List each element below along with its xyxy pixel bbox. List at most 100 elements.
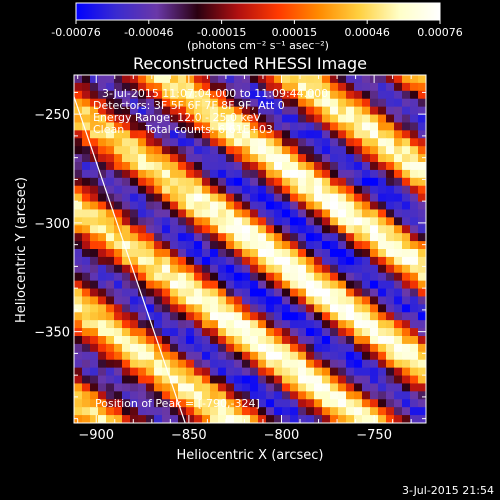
heatmap-cell bbox=[170, 130, 179, 139]
heatmap-cell bbox=[282, 193, 291, 203]
heatmap-cell bbox=[322, 351, 331, 361]
heatmap-cell bbox=[298, 146, 307, 155]
heatmap-cell bbox=[266, 343, 275, 353]
heatmap-cell bbox=[226, 106, 235, 116]
heatmap-cell bbox=[274, 359, 283, 369]
heatmap-cell bbox=[170, 138, 179, 147]
heatmap-cell bbox=[162, 272, 171, 282]
heatmap-cell bbox=[234, 146, 243, 155]
heatmap-cell bbox=[106, 359, 115, 369]
heatmap-cell bbox=[322, 233, 331, 242]
heatmap-cell bbox=[346, 162, 355, 171]
heatmap-cell bbox=[250, 82, 259, 92]
heatmap-cell bbox=[210, 343, 219, 353]
heatmap-cell bbox=[194, 217, 203, 226]
heatmap-cell bbox=[90, 296, 99, 305]
heatmap-cell bbox=[226, 304, 235, 313]
heatmap-cell bbox=[370, 256, 379, 266]
heatmap-cell bbox=[170, 367, 179, 377]
heatmap-cell bbox=[274, 98, 283, 108]
heatmap-cell bbox=[90, 169, 99, 179]
heatmap-cell bbox=[394, 375, 403, 385]
heatmap-cell bbox=[90, 256, 99, 266]
heatmap-cell bbox=[266, 217, 275, 226]
heatmap-cell bbox=[418, 217, 426, 226]
heatmap-cell bbox=[274, 249, 283, 258]
footer-timestamp: 3-Jul-2015 21:54 bbox=[402, 484, 494, 497]
heatmap-cell bbox=[306, 225, 315, 234]
heatmap-cell bbox=[242, 351, 251, 361]
heatmap-cell bbox=[138, 391, 147, 400]
heatmap-cell bbox=[322, 320, 331, 329]
heatmap-cell bbox=[82, 217, 91, 226]
heatmap-cell bbox=[354, 75, 363, 84]
heatmap-cell bbox=[298, 114, 307, 124]
heatmap-cell bbox=[354, 272, 363, 282]
heatmap-cell bbox=[82, 241, 91, 250]
heatmap-cell bbox=[122, 256, 131, 266]
heatmap-cell bbox=[354, 114, 363, 124]
heatmap-cell bbox=[82, 90, 91, 100]
heatmap-cell bbox=[242, 296, 251, 305]
heatmap-cell bbox=[90, 272, 99, 282]
heatmap-cell bbox=[106, 320, 115, 329]
heatmap-cell bbox=[82, 288, 91, 298]
heatmap-cell bbox=[378, 264, 387, 274]
heatmap-cell bbox=[402, 201, 411, 211]
heatmap-cell bbox=[290, 375, 299, 385]
heatmap-cell bbox=[394, 383, 403, 392]
heatmap-cell bbox=[394, 391, 403, 400]
heatmap-cell bbox=[386, 367, 395, 377]
heatmap-cell bbox=[338, 304, 347, 313]
heatmap-cell bbox=[306, 249, 315, 258]
heatmap-cell bbox=[274, 351, 283, 361]
heatmap-cell bbox=[186, 320, 195, 329]
heatmap-cell bbox=[106, 146, 115, 155]
heatmap-cell bbox=[226, 201, 235, 211]
heatmap-cell bbox=[130, 82, 139, 92]
heatmap-cell bbox=[314, 162, 323, 171]
heatmap-cell bbox=[242, 130, 251, 139]
heatmap-cell bbox=[314, 320, 323, 329]
heatmap-cell bbox=[74, 328, 83, 337]
heatmap-cell bbox=[370, 375, 379, 385]
heatmap-cell bbox=[138, 249, 147, 258]
heatmap-cell bbox=[274, 90, 283, 100]
heatmap-cell bbox=[154, 415, 163, 423]
heatmap-cell bbox=[394, 225, 403, 234]
heatmap-cell bbox=[82, 399, 91, 408]
heatmap-cell bbox=[122, 312, 131, 321]
heatmap-cell bbox=[74, 169, 83, 179]
heatmap-cell bbox=[114, 185, 123, 195]
heatmap-cell bbox=[242, 233, 251, 242]
heatmap-cell bbox=[258, 304, 267, 313]
heatmap-cell bbox=[122, 241, 131, 250]
heatmap-cell bbox=[394, 114, 403, 124]
heatmap-cell bbox=[234, 399, 243, 408]
heatmap-cell bbox=[346, 177, 355, 187]
heatmap-cell bbox=[82, 312, 91, 321]
heatmap-cell bbox=[194, 296, 203, 305]
heatmap-cell bbox=[178, 154, 187, 163]
heatmap-cell bbox=[386, 217, 395, 226]
heatmap-cell bbox=[378, 130, 387, 139]
heatmap-cell bbox=[90, 82, 99, 92]
heatmap-cell bbox=[354, 82, 363, 92]
heatmap-cell bbox=[210, 367, 219, 377]
heatmap-cell bbox=[226, 217, 235, 226]
heatmap-cell bbox=[138, 320, 147, 329]
heatmap-cell bbox=[250, 249, 259, 258]
heatmap-cell bbox=[146, 320, 155, 329]
heatmap-cell bbox=[266, 256, 275, 266]
heatmap-cell bbox=[234, 185, 243, 195]
heatmap-cell bbox=[74, 193, 83, 203]
heatmap-cell bbox=[154, 320, 163, 329]
heatmap-cell bbox=[90, 264, 99, 274]
heatmap-cell bbox=[322, 75, 331, 84]
heatmap-cell bbox=[394, 90, 403, 100]
heatmap-cell bbox=[146, 169, 155, 179]
heatmap-cell bbox=[378, 162, 387, 171]
heatmap-cell bbox=[194, 399, 203, 408]
heatmap-cell bbox=[130, 106, 139, 116]
heatmap-cell bbox=[90, 280, 99, 290]
